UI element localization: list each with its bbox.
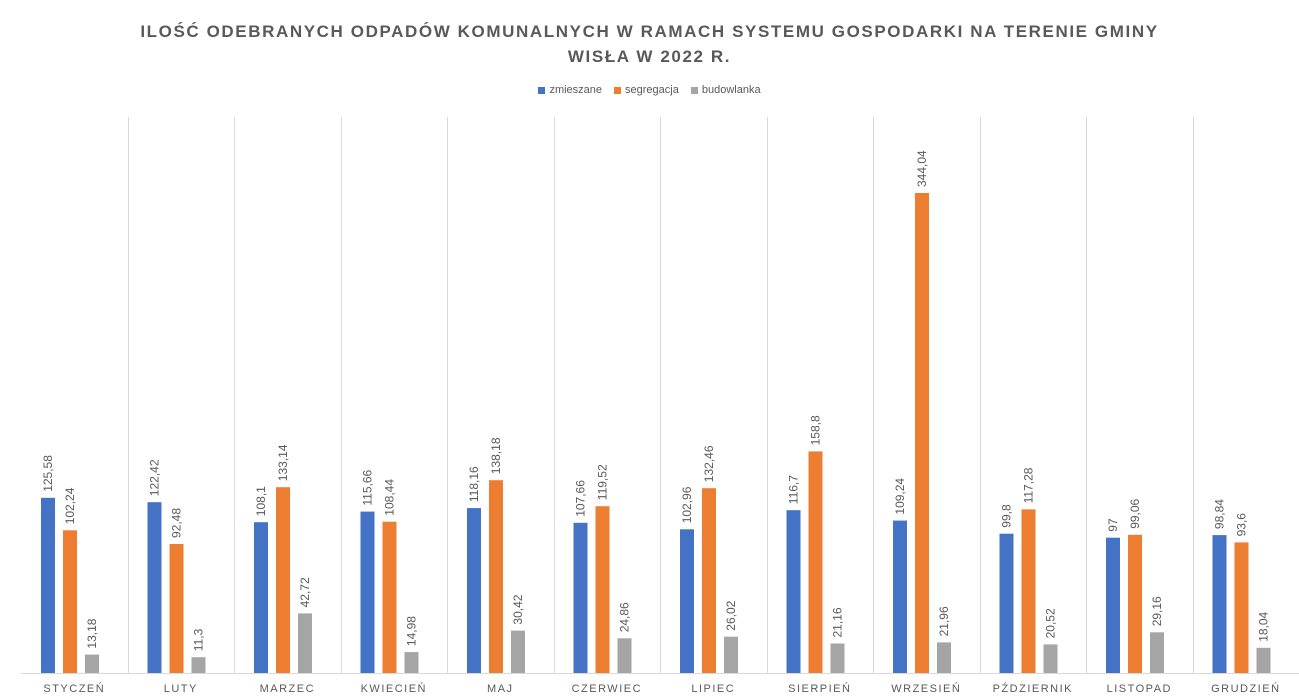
bar-budowlanka-11 [1256, 647, 1271, 673]
legend-swatch-budowlanka [690, 86, 698, 94]
x-tick-label-9: PŹDZIERNIK [993, 682, 1073, 695]
bar-budowlanka-10 [1150, 632, 1164, 673]
bar-budowlanka-7 [830, 643, 845, 673]
data-label-zmieszane-10: 97 [1106, 518, 1120, 532]
bar-segregacja-7 [808, 451, 823, 673]
bar-zmieszane-7 [786, 510, 801, 673]
data-label-budowlanka-3: 14,98 [405, 616, 419, 646]
data-label-zmieszane-7: 116,7 [787, 475, 801, 504]
bar-budowlanka-8 [937, 642, 951, 673]
data-label-segregacja-6: 132,46 [702, 445, 716, 482]
x-tick-label-10: LISTOPAD [1107, 683, 1172, 695]
bar-budowlanka-0 [85, 654, 99, 673]
data-label-segregacja-8: 344,04 [915, 150, 929, 187]
legend-swatch-segregacja [614, 86, 622, 94]
bar-segregacja-3 [382, 521, 397, 673]
x-tick-label-0: STYCZEŃ [43, 682, 105, 695]
data-label-budowlanka-8: 21,96 [937, 606, 951, 636]
x-tick-label-8: WRZESIEŃ [891, 682, 961, 695]
data-label-budowlanka-10: 29,16 [1150, 596, 1164, 626]
data-label-segregacja-4: 138,18 [489, 437, 503, 474]
bar-segregacja-9 [1021, 509, 1036, 673]
bar-segregacja-5 [595, 506, 610, 673]
bar-budowlanka-5 [617, 638, 632, 673]
bar-segregacja-10 [1128, 534, 1142, 673]
x-tick-label-6: LIPIEC [691, 683, 735, 695]
x-tick-label-3: KWIECIEŃ [361, 682, 427, 695]
bar-segregacja-6 [702, 488, 716, 673]
bar-budowlanka-1 [191, 657, 206, 673]
x-tick-label-4: MAJ [487, 683, 514, 695]
data-label-segregacja-1: 92,48 [170, 508, 184, 538]
x-tick-label-5: CZERWIEC [572, 683, 642, 695]
data-label-segregacja-5: 119,52 [596, 464, 610, 500]
data-label-budowlanka-9: 20,52 [1044, 608, 1058, 638]
chart-title-line-2: WISŁA W 2022 R. [567, 47, 732, 66]
data-label-zmieszane-3: 115,66 [361, 469, 375, 505]
bar-zmieszane-1 [147, 502, 162, 673]
data-label-zmieszane-4: 118,16 [467, 466, 481, 502]
legend-item-segregacja: segregacja [614, 84, 679, 96]
legend-item-zmieszane: zmieszane [538, 84, 602, 96]
data-label-budowlanka-6: 26,02 [724, 600, 738, 630]
legend-label-budowlanka: budowlanka [701, 84, 761, 96]
data-label-zmieszane-8: 109,24 [893, 478, 907, 515]
data-label-budowlanka-1: 11,3 [192, 628, 206, 651]
chart-legend: zmieszane segregacja budowlanka [0, 84, 1299, 96]
legend-label-zmieszane: zmieszane [549, 84, 603, 96]
bar-segregacja-8 [915, 193, 929, 673]
bar-zmieszane-8 [893, 520, 907, 673]
bar-budowlanka-2 [298, 613, 312, 673]
bar-segregacja-4 [489, 480, 503, 673]
data-label-budowlanka-5: 24,86 [618, 602, 632, 632]
bar-zmieszane-9 [999, 533, 1014, 673]
data-label-zmieszane-1: 122,42 [148, 459, 162, 496]
data-label-segregacja-9: 117,28 [1022, 467, 1036, 503]
chart-title-line-1: ILOŚĆ ODEBRANYCH ODPADÓW KOMUNALNYCH W R… [140, 22, 1159, 41]
bar-zmieszane-5 [573, 522, 588, 673]
bar-zmieszane-2 [254, 522, 268, 673]
legend-swatch-zmieszane [538, 86, 546, 94]
x-tick-label-1: LUTY [164, 683, 198, 695]
bar-budowlanka-4 [511, 630, 525, 673]
data-label-zmieszane-6: 102,96 [680, 486, 694, 523]
data-label-zmieszane-0: 125,58 [41, 455, 55, 492]
data-label-budowlanka-11: 18,04 [1257, 611, 1271, 641]
data-label-budowlanka-7: 21,16 [831, 607, 845, 637]
bar-zmieszane-6 [680, 529, 694, 673]
legend-label-segregacja: segregacja [625, 84, 679, 96]
data-label-budowlanka-0: 13,18 [85, 618, 99, 648]
data-label-segregacja-10: 99,06 [1128, 498, 1142, 528]
data-label-budowlanka-4: 30,42 [511, 594, 525, 624]
bar-segregacja-11 [1234, 542, 1249, 673]
data-label-zmieszane-11: 98,84 [1213, 499, 1227, 529]
data-label-segregacja-3: 108,44 [383, 479, 397, 516]
bar-segregacja-1 [169, 544, 184, 673]
x-tick-label-2: MARZEC [260, 683, 315, 695]
x-tick-label-7: SIERPIEŃ [788, 682, 851, 695]
bar-zmieszane-4 [467, 508, 481, 673]
data-label-segregacja-7: 158,8 [809, 415, 823, 445]
legend-item-budowlanka: budowlanka [690, 84, 761, 96]
bar-zmieszane-0 [41, 497, 55, 673]
bar-budowlanka-6 [724, 636, 738, 673]
data-label-segregacja-11: 93,6 [1235, 513, 1249, 537]
bar-zmieszane-10 [1106, 537, 1120, 673]
bar-zmieszane-3 [360, 511, 375, 673]
bar-segregacja-0 [63, 530, 77, 673]
bar-zmieszane-11 [1212, 535, 1227, 673]
data-label-segregacja-2: 133,14 [276, 444, 290, 481]
x-tick-label-11: GRUDZIEŃ [1211, 682, 1280, 695]
bar-budowlanka-3 [404, 652, 419, 673]
bar-segregacja-2 [276, 487, 290, 673]
data-label-zmieszane-9: 99,8 [1000, 504, 1014, 528]
data-label-zmieszane-5: 107,66 [574, 480, 588, 517]
bar-budowlanka-9 [1043, 644, 1058, 673]
data-label-budowlanka-2: 42,72 [298, 577, 312, 607]
data-label-zmieszane-2: 108,1 [254, 486, 268, 516]
data-label-segregacja-0: 102,24 [63, 487, 77, 524]
